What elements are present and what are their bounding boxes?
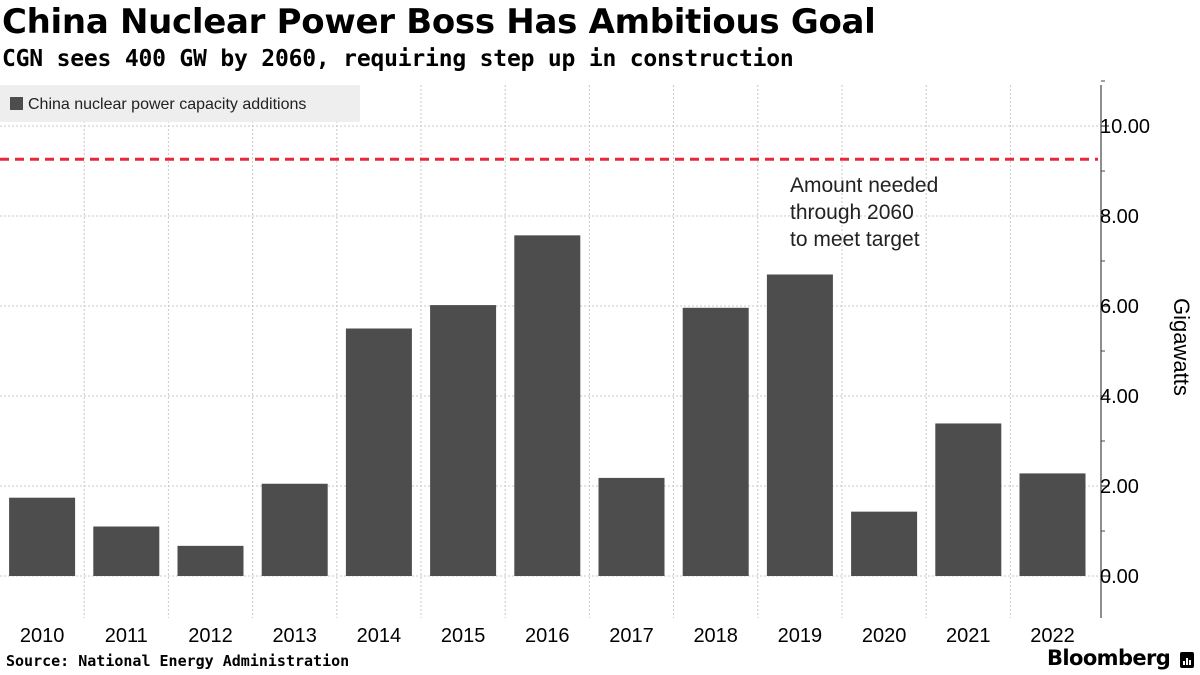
x-tick-label: 2011: [105, 625, 148, 647]
grid-lines: [0, 85, 1101, 618]
y-tick-label: 6.00: [1100, 296, 1139, 318]
x-tick-label: 2014: [357, 625, 402, 647]
bar-2021: [935, 423, 1002, 576]
bar-2014: [345, 328, 412, 576]
annotation-line: through 2060: [790, 201, 914, 224]
bar-2019: [766, 274, 833, 576]
x-tick-label: 2010: [20, 625, 65, 647]
bar-2017: [598, 477, 665, 576]
x-tick-label: 2020: [862, 625, 907, 647]
bar-2012: [177, 545, 244, 576]
bar-series: [9, 235, 1086, 576]
bar-2022: [1019, 473, 1086, 576]
x-tick-label: 2013: [272, 625, 317, 647]
bar-2013: [261, 483, 328, 576]
x-tick-label: 2021: [946, 625, 991, 647]
y-tick-label: 10.00: [1100, 116, 1150, 138]
annotation-line: Amount needed: [790, 174, 938, 197]
x-tick-label: 2018: [693, 625, 738, 647]
source-note: Source: National Energy Administration: [6, 652, 350, 670]
bar-2015: [430, 305, 497, 576]
y-axis: 0.00 2.00 4.00 6.00 8.00 10.00: [1100, 80, 1150, 618]
x-tick-label: 2017: [609, 625, 654, 647]
x-tick-label: 2022: [1030, 625, 1075, 647]
bar-2011: [93, 526, 160, 576]
x-tick-label: 2012: [188, 625, 233, 647]
bloomberg-logo: Bloomberg: [1047, 646, 1171, 670]
legend: China nuclear power capacity additions: [0, 85, 360, 122]
x-tick-label: 2015: [441, 625, 486, 647]
chart-title: China Nuclear Power Boss Has Ambitious G…: [2, 2, 876, 42]
target-annotation: Amount needed through 2060 to meet target: [790, 174, 938, 251]
bar-2018: [682, 307, 749, 576]
legend-label: China nuclear power capacity additions: [28, 96, 306, 113]
bar-2016: [514, 235, 581, 576]
legend-swatch: [10, 97, 23, 110]
y-axis-label: Gigawatts: [1169, 298, 1194, 396]
y-tick-label: 0.00: [1100, 566, 1139, 588]
y-tick-label: 4.00: [1100, 386, 1139, 408]
x-tick-label: 2016: [525, 625, 570, 647]
chart-subtitle: CGN sees 400 GW by 2060, requiring step …: [2, 46, 794, 72]
bar-2010: [9, 497, 76, 576]
y-tick-label: 8.00: [1100, 206, 1139, 228]
legend-background: [0, 85, 360, 122]
bloomberg-terminal-icon: [1180, 652, 1194, 668]
bar-2020: [851, 511, 918, 576]
x-tick-label: 2019: [778, 625, 823, 647]
x-axis-labels: 2010 2011 2012 2013 2014 2015 2016 2017 2018 2019…: [20, 625, 1075, 647]
y-tick-label: 2.00: [1100, 476, 1139, 498]
annotation-line: to meet target: [790, 228, 920, 251]
